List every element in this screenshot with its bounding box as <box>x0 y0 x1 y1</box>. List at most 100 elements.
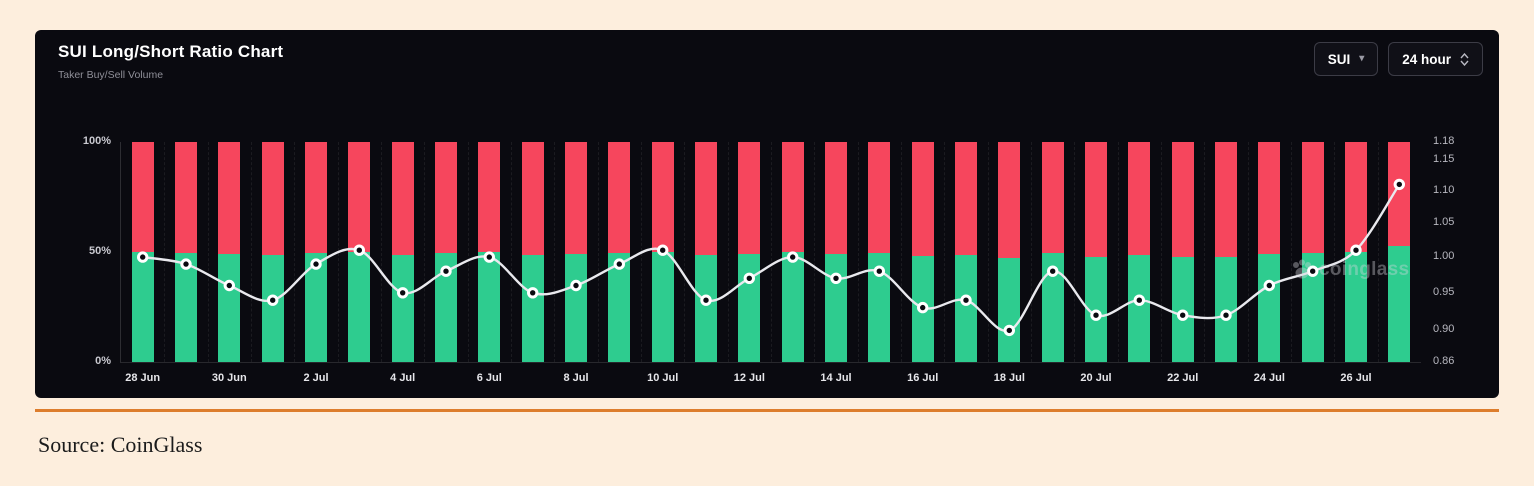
bar-4-jul <box>391 142 414 362</box>
left-axis-tick: 100% <box>82 135 111 147</box>
bar-short-segment <box>1041 142 1064 254</box>
chart-controls: SUI ▾ 24 hour <box>1313 42 1483 76</box>
x-axis-tick: 4 Jul <box>390 372 416 384</box>
right-axis-tick: 0.95 <box>1433 285 1455 298</box>
bar-25-jul <box>1301 142 1324 362</box>
bar-2-jul <box>305 142 327 362</box>
bar-17-jul <box>955 142 977 362</box>
bar-long-segment <box>868 253 891 362</box>
bar-long-segment <box>435 253 457 362</box>
ratio-marker <box>1047 265 1059 277</box>
bar-long-segment <box>1085 256 1107 362</box>
x-axis-tick: 22 Jul <box>1167 372 1199 384</box>
chart-subtitle: Taker Buy/Sell Volume <box>58 69 164 81</box>
x-axis-tick: 30 Jun <box>211 372 247 384</box>
right-axis-tick: 1.00 <box>1433 250 1455 263</box>
chevron-down-icon: ▾ <box>1359 53 1365 64</box>
symbol-select[interactable]: SUI ▾ <box>1313 42 1379 76</box>
source-caption: Source: CoinGlass <box>38 432 203 457</box>
gridline-v <box>1204 142 1206 362</box>
bar-10-jul <box>651 142 674 362</box>
bar-long-segment <box>175 252 197 362</box>
x-axis-tick: 2 Jul <box>303 372 329 384</box>
bar-long-segment <box>565 254 587 362</box>
gridline-v <box>251 142 252 362</box>
ratio-marker <box>527 287 539 299</box>
ratio-marker <box>1003 324 1015 337</box>
bar-short-segment <box>131 142 154 252</box>
chart-panel: SUI Long/Short Ratio Chart Taker Buy/Sel… <box>35 30 1499 398</box>
interval-select-value: 24 hour <box>1402 51 1451 67</box>
bar-11-jul <box>695 142 717 362</box>
gridline-v <box>1247 142 1249 362</box>
bar-19-jul <box>1041 142 1064 362</box>
bar-short-segment <box>391 142 414 255</box>
bar-short-segment <box>261 142 284 256</box>
ratio-marker <box>1263 279 1276 292</box>
bar-long-segment <box>998 257 1021 362</box>
bar-short-segment <box>1388 142 1411 247</box>
right-axis-tick: 1.15 <box>1433 152 1455 165</box>
right-axis-tick: 1.10 <box>1433 183 1455 196</box>
gridline-v <box>1161 142 1162 362</box>
ratio-line <box>142 183 1401 332</box>
bar-13-jul <box>781 142 804 362</box>
bar-short-segment <box>521 142 544 255</box>
bar-long-segment <box>955 255 977 362</box>
bar-9-jul <box>608 142 631 362</box>
gridline-v <box>987 142 989 362</box>
bar-14-jul <box>825 142 847 362</box>
gridline-v <box>207 142 209 362</box>
bar-long-segment <box>1258 254 1281 362</box>
bar-long-segment <box>348 251 371 362</box>
bar-short-segment <box>1128 142 1151 256</box>
bar-20-jul <box>1085 142 1107 362</box>
x-axis-tick: 16 Jul <box>907 372 939 384</box>
gridline-v <box>814 142 816 362</box>
gridline-v <box>554 142 556 362</box>
bar-long-segment <box>478 252 501 362</box>
bar-22-jul <box>1171 142 1194 362</box>
gridline-v <box>1291 142 1292 362</box>
x-axis-tick: 24 Jul <box>1253 372 1285 384</box>
bar-short-segment <box>911 142 934 256</box>
ratio-marker <box>830 272 842 285</box>
right-axis-tick: 0.90 <box>1433 323 1455 336</box>
bar-28-jun <box>131 142 154 362</box>
right-axis-tick: 1.05 <box>1433 216 1455 229</box>
bar-26-jul <box>1345 142 1367 362</box>
chart-title: SUI Long/Short Ratio Chart <box>58 42 284 61</box>
symbol-select-value: SUI <box>1327 51 1351 67</box>
bar-long-segment <box>391 254 414 362</box>
bar-short-segment <box>565 142 587 255</box>
ratio-marker <box>483 251 495 263</box>
ratio-marker <box>960 294 972 306</box>
bar-8-jul <box>565 142 587 362</box>
x-axis-tick: 18 Jul <box>993 372 1025 384</box>
x-axis-tick: 10 Jul <box>647 372 679 384</box>
ratio-marker <box>223 279 236 292</box>
bar-long-segment <box>218 254 241 362</box>
ratio-marker <box>873 265 885 277</box>
right-axis-tick: 1.18 <box>1433 135 1455 147</box>
ratio-marker <box>440 265 452 277</box>
interval-select[interactable]: 24 hour <box>1388 42 1483 76</box>
gridline-v <box>771 142 772 362</box>
gridline-v <box>1074 142 1076 362</box>
bar-21-jul <box>1128 142 1151 362</box>
bar-long-segment <box>1171 256 1194 362</box>
bar-short-segment <box>305 142 327 253</box>
bar-short-segment <box>868 142 891 254</box>
title-block: SUI Long/Short Ratio Chart Taker Buy/Sel… <box>58 42 283 81</box>
gridline-v <box>1334 142 1336 362</box>
ratio-marker <box>1350 244 1362 256</box>
gridline-v <box>381 142 382 362</box>
x-axis-tick: 20 Jul <box>1080 372 1112 384</box>
ratio-marker <box>397 287 409 299</box>
orange-divider <box>35 409 1499 412</box>
bar-short-segment <box>435 142 457 254</box>
bar-short-segment <box>348 142 371 252</box>
gridline-v <box>511 142 512 362</box>
bar-short-segment <box>1345 142 1367 252</box>
gridline-v <box>1117 142 1119 362</box>
